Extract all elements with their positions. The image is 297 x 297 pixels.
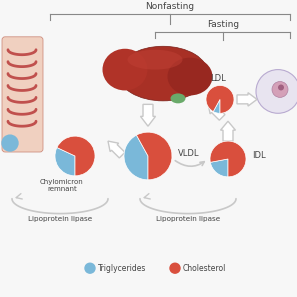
Polygon shape bbox=[140, 104, 156, 126]
Text: Lipoprotein lipase: Lipoprotein lipase bbox=[156, 216, 220, 222]
Circle shape bbox=[170, 263, 180, 273]
Ellipse shape bbox=[102, 49, 148, 91]
Text: LDL: LDL bbox=[210, 75, 226, 83]
Text: Triglycerides: Triglycerides bbox=[98, 264, 146, 273]
Ellipse shape bbox=[168, 58, 212, 95]
Ellipse shape bbox=[170, 94, 186, 103]
Circle shape bbox=[2, 135, 18, 151]
FancyArrowPatch shape bbox=[175, 161, 204, 166]
Wedge shape bbox=[124, 135, 148, 180]
Wedge shape bbox=[210, 159, 228, 177]
Circle shape bbox=[256, 69, 297, 113]
Wedge shape bbox=[136, 132, 172, 180]
Text: VLDL: VLDL bbox=[178, 148, 200, 157]
FancyBboxPatch shape bbox=[2, 37, 43, 152]
Ellipse shape bbox=[127, 50, 182, 69]
Text: Chylomicron
remnant: Chylomicron remnant bbox=[40, 179, 84, 192]
Polygon shape bbox=[237, 93, 257, 106]
Wedge shape bbox=[55, 148, 75, 176]
Text: Nonfasting: Nonfasting bbox=[146, 2, 195, 11]
Wedge shape bbox=[57, 136, 95, 176]
Circle shape bbox=[278, 84, 284, 91]
Polygon shape bbox=[220, 121, 236, 141]
Polygon shape bbox=[108, 141, 125, 158]
Text: Fasting: Fasting bbox=[207, 20, 239, 29]
Ellipse shape bbox=[118, 46, 208, 101]
Circle shape bbox=[272, 81, 288, 97]
Wedge shape bbox=[213, 99, 220, 113]
Wedge shape bbox=[206, 86, 234, 113]
Wedge shape bbox=[210, 141, 246, 177]
Circle shape bbox=[85, 263, 95, 273]
Text: Cholesterol: Cholesterol bbox=[183, 264, 226, 273]
Text: Lipoprotein lipase: Lipoprotein lipase bbox=[28, 216, 92, 222]
Polygon shape bbox=[208, 103, 225, 120]
Text: IDL: IDL bbox=[252, 151, 266, 160]
